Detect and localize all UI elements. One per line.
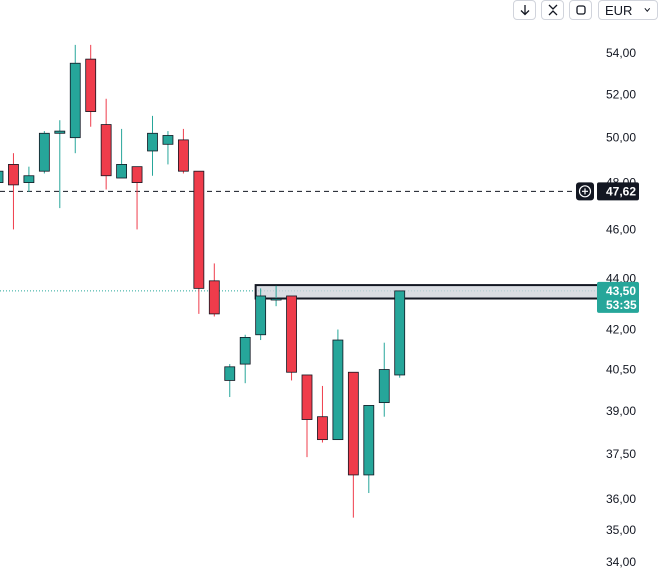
candle-body	[85, 58, 97, 112]
candle-body	[23, 175, 35, 183]
crosshair-price-label: 47,62	[606, 184, 636, 198]
y-tick-label: 50,00	[606, 131, 636, 145]
candle-body	[363, 405, 375, 476]
crosshair-price-tag	[597, 182, 639, 201]
currency-select[interactable]: EUR	[598, 0, 658, 20]
y-tick-label: 54,00	[606, 46, 636, 60]
y-tick-label: 46,00	[606, 222, 636, 236]
candle-body	[100, 124, 112, 177]
candle-body	[147, 132, 158, 152]
collapse-button[interactable]	[541, 0, 564, 20]
arrow-down-button[interactable]	[513, 0, 536, 20]
y-tick-label: 44,00	[606, 271, 636, 285]
countdown-label: 53:35	[606, 298, 637, 312]
candle-body	[394, 290, 406, 376]
y-tick-label: 40,50	[606, 363, 636, 377]
candle-body	[0, 170, 4, 183]
reference-lines	[0, 190, 601, 300]
candle-body	[8, 164, 19, 186]
price-axis: 54,0052,0050,0048,0046,0044,0042,0040,50…	[606, 46, 636, 569]
candle-body	[193, 170, 205, 289]
candle-body	[131, 166, 143, 183]
candle-body	[54, 130, 66, 134]
candle-body	[69, 62, 81, 139]
chevron-down-icon	[644, 8, 651, 12]
candle-body	[38, 132, 50, 172]
y-tick-label: 52,00	[606, 88, 636, 102]
copy-icon	[575, 5, 586, 15]
candle-body	[301, 374, 313, 420]
y-tick-label: 34,00	[606, 555, 636, 569]
currency-label: EUR	[605, 2, 633, 18]
y-tick-label: 42,00	[606, 323, 636, 337]
y-tick-label: 39,00	[606, 404, 636, 418]
y-tick-label: 35,00	[606, 523, 636, 537]
candle-body	[317, 416, 328, 441]
candle-body	[270, 298, 282, 301]
y-tick-label: 36,00	[606, 492, 636, 506]
candle-body	[208, 280, 220, 315]
candle-body	[224, 366, 236, 381]
candle-body	[286, 295, 297, 373]
candles	[0, 44, 406, 518]
candle-body	[378, 369, 390, 404]
y-tick-label: 37,50	[606, 447, 636, 461]
candle-body	[255, 295, 267, 336]
candle-body	[239, 336, 251, 365]
candle-body	[177, 139, 189, 172]
rectangle-zone[interactable]	[254, 284, 601, 300]
collapse-icon	[548, 4, 557, 16]
current-price-label: 43,50	[606, 284, 636, 298]
candle-body	[347, 371, 359, 476]
current-price-tag	[597, 281, 639, 313]
copy-button[interactable]	[569, 0, 592, 20]
candle-body	[116, 164, 127, 179]
candle-body	[332, 339, 344, 441]
arrow-down-icon	[520, 5, 529, 16]
candle-body	[162, 135, 174, 145]
add-alert-icon[interactable]	[576, 182, 594, 201]
